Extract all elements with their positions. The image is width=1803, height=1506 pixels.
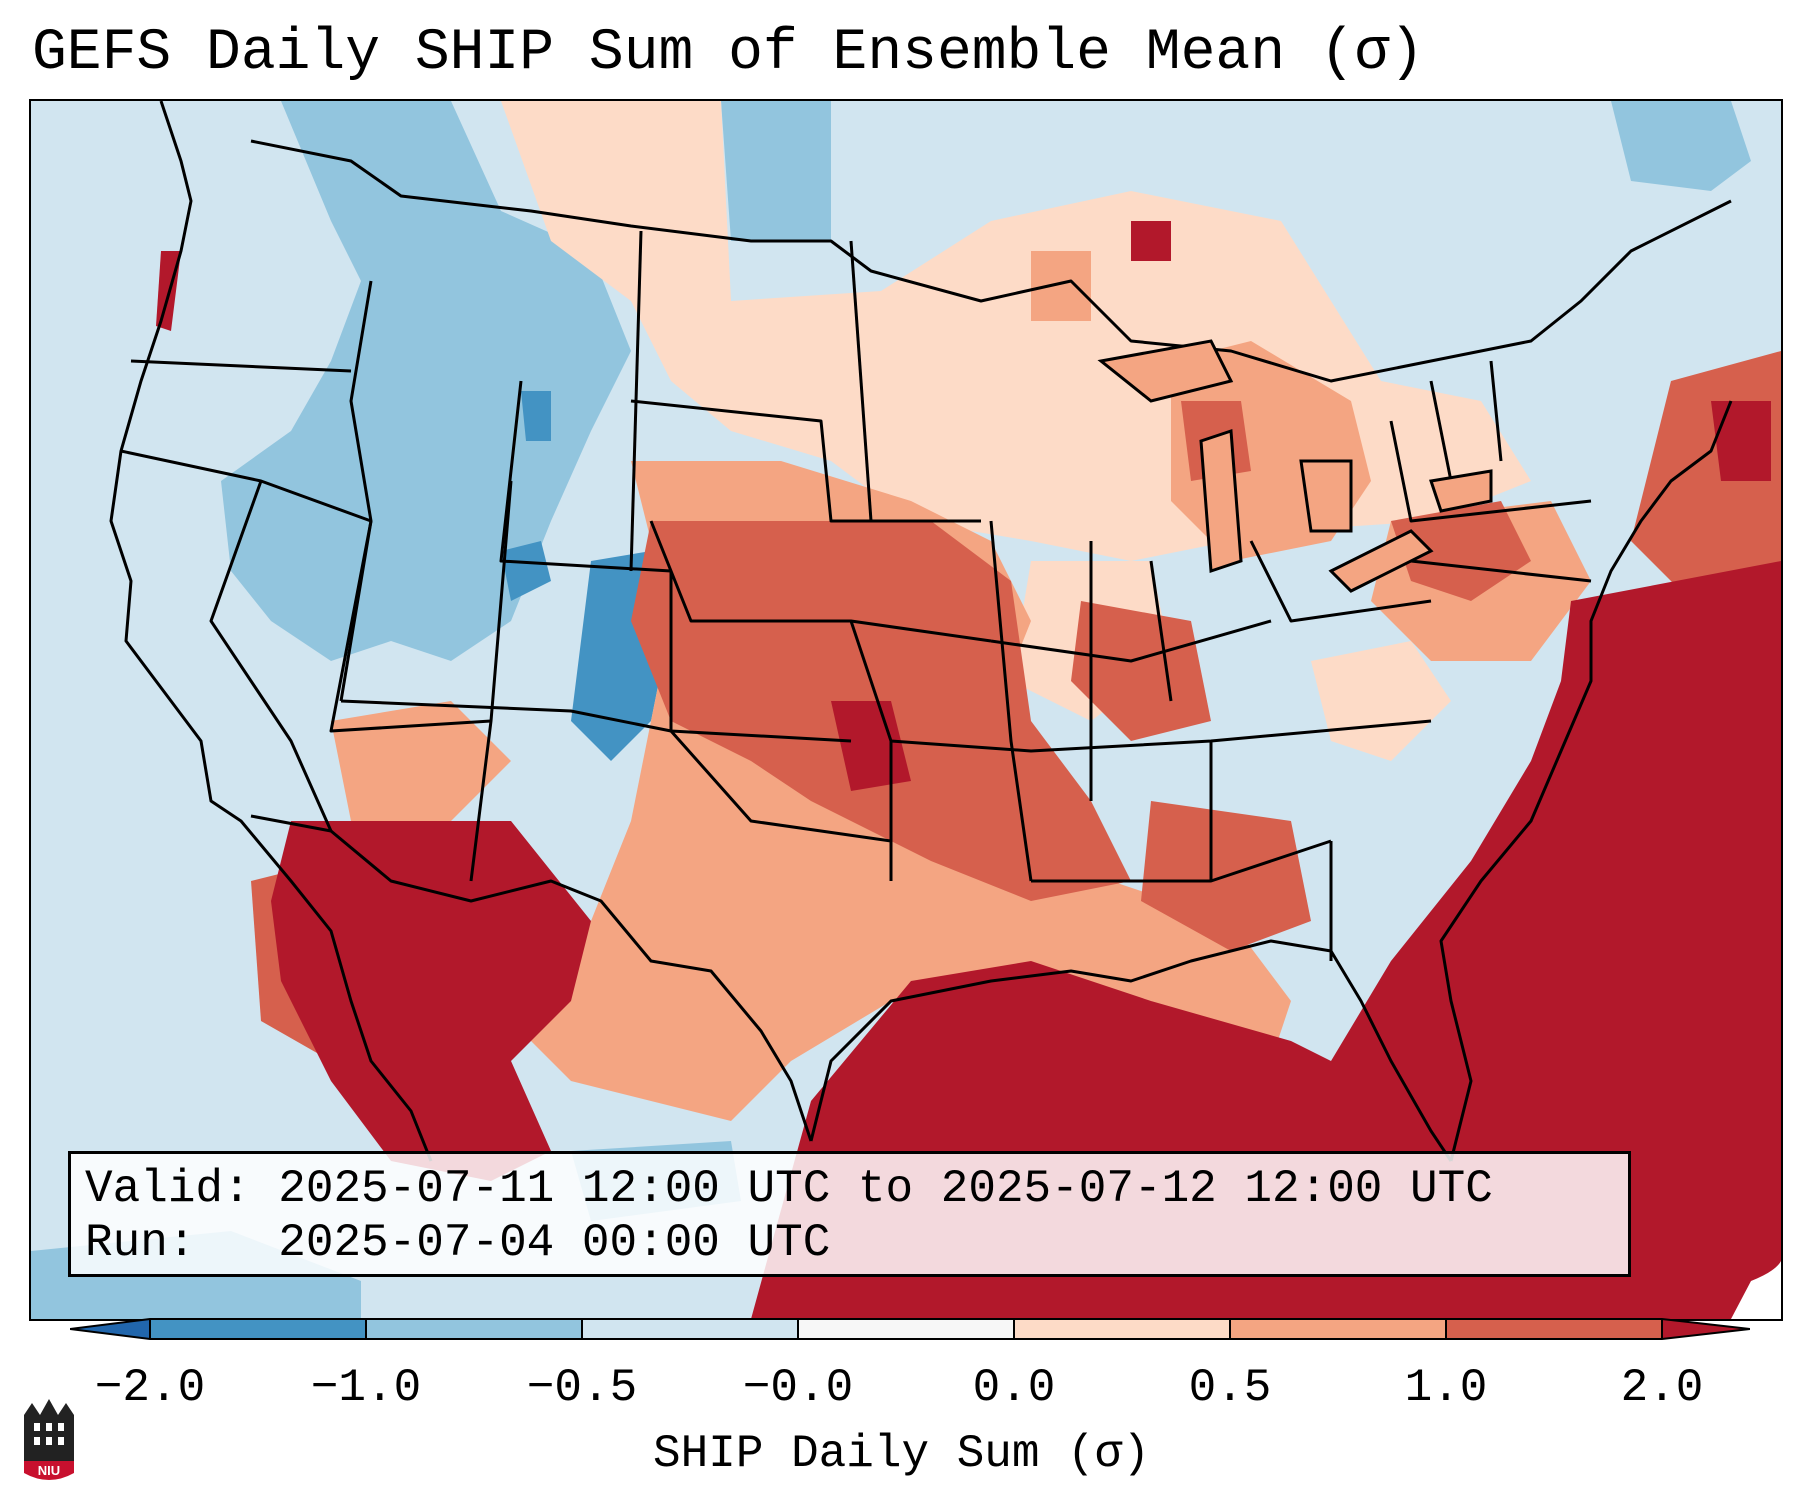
map-canvas xyxy=(31,101,1781,1319)
colorbar-label: SHIP Daily Sum (σ) xyxy=(653,1428,1150,1480)
gulf-coastline xyxy=(809,939,1453,1162)
colorbar-extend-low xyxy=(70,1319,150,1339)
colorbar-extend-high xyxy=(1662,1319,1750,1339)
colorbar-segment xyxy=(1014,1319,1230,1339)
colorbar xyxy=(70,1318,1750,1340)
map-panel xyxy=(29,99,1783,1321)
run-time-text: Run: 2025-07-04 00:00 UTC xyxy=(85,1217,831,1269)
colorbar-segment xyxy=(582,1319,798,1339)
lake-superior xyxy=(1097,339,1234,403)
colorbar-tick-label: −0.5 xyxy=(526,1362,638,1414)
colorbar-segment xyxy=(1230,1319,1446,1339)
colorbar-segment xyxy=(366,1319,582,1339)
colorbar-tick-label: −1.0 xyxy=(310,1362,422,1414)
west-coastline xyxy=(109,101,433,1162)
lake-erie xyxy=(1328,529,1434,593)
colorbar-segment xyxy=(150,1319,366,1339)
us-mexico-border xyxy=(250,814,813,1142)
lake-ontario xyxy=(1429,469,1493,513)
great-lakes xyxy=(1097,339,1493,593)
colorbar-tick-label: 0.5 xyxy=(1188,1362,1272,1414)
colorbar-tick-label: 1.0 xyxy=(1404,1362,1488,1414)
us-canada-border xyxy=(250,139,1732,383)
validity-info-box: Valid: 2025-07-11 12:00 UTC to 2025-07-1… xyxy=(68,1151,1631,1277)
colorbar-tick-label: 0.0 xyxy=(972,1362,1056,1414)
domain-edge-right xyxy=(1731,1261,1781,1319)
colorbar-tick-label: −0.0 xyxy=(742,1362,854,1414)
map-title: GEFS Daily SHIP Sum of Ensemble Mean (σ) xyxy=(32,21,1425,86)
shading-pos-extreme xyxy=(156,221,1781,1319)
colorbar-tick-label: 2.0 xyxy=(1620,1362,1704,1414)
east-coastline xyxy=(1439,400,1733,1162)
colorbar-segment xyxy=(798,1319,1014,1339)
colorbar-segment xyxy=(1446,1319,1662,1339)
valid-time-text: Valid: 2025-07-11 12:00 UTC to 2025-07-1… xyxy=(85,1163,1493,1215)
niu-logo-icon: NIU xyxy=(24,1399,74,1480)
boundaries xyxy=(109,101,1733,1162)
colorbar-tick-label: −2.0 xyxy=(94,1362,206,1414)
lake-michigan xyxy=(1199,428,1243,574)
lake-huron xyxy=(1299,459,1353,533)
svg-text:NIU: NIU xyxy=(38,1463,60,1478)
